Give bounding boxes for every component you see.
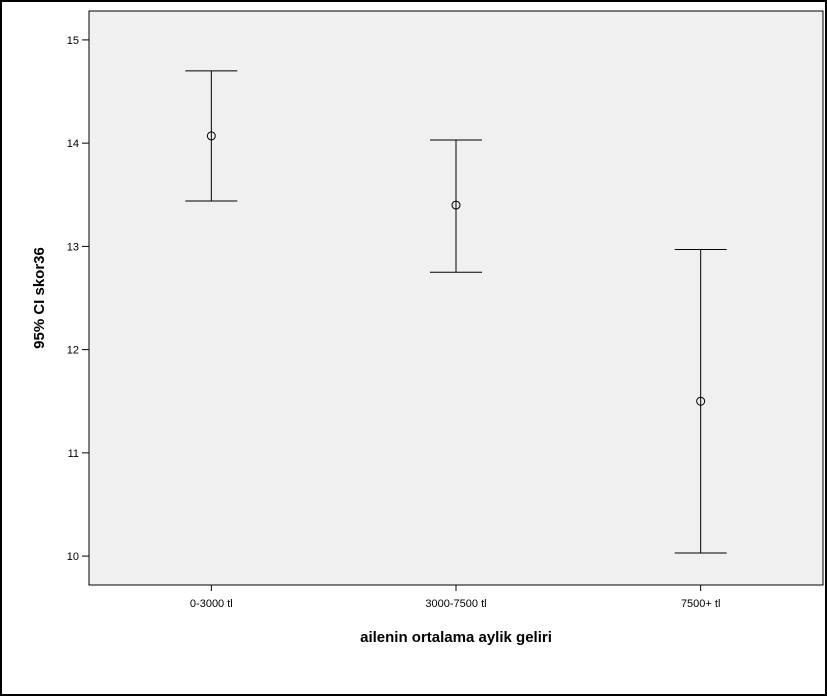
y-tick-label: 14: [67, 138, 79, 150]
plot-area: [88, 10, 824, 586]
x-axis: 0-3000 tl 3000-7500 tl 7500+ tl: [190, 585, 720, 610]
y-axis-title: 95% CI skor36: [31, 247, 48, 349]
mean-marker: [206, 131, 216, 141]
y-tick-label: 13: [67, 241, 79, 253]
error-bars: [185, 70, 727, 554]
y-tick-label: 11: [68, 448, 79, 460]
y-tick-label: 15: [67, 35, 79, 47]
x-axis-title: ailenin ortalama aylik geliri: [360, 629, 552, 646]
error-bar: [674, 248, 727, 554]
mean-marker: [451, 200, 461, 210]
error-bar: [430, 139, 482, 273]
y-axis: 10 11 12 13 14 15: [67, 35, 89, 563]
error-bar: [185, 70, 238, 202]
x-tick-label: 0-3000 tl: [190, 598, 233, 610]
x-tick-label: 3000-7500 tl: [425, 598, 486, 610]
mean-marker: [696, 396, 706, 406]
x-tick-label: 7500+ tl: [681, 598, 720, 610]
y-tick-label: 10: [67, 551, 79, 563]
y-tick-label: 12: [67, 345, 79, 357]
